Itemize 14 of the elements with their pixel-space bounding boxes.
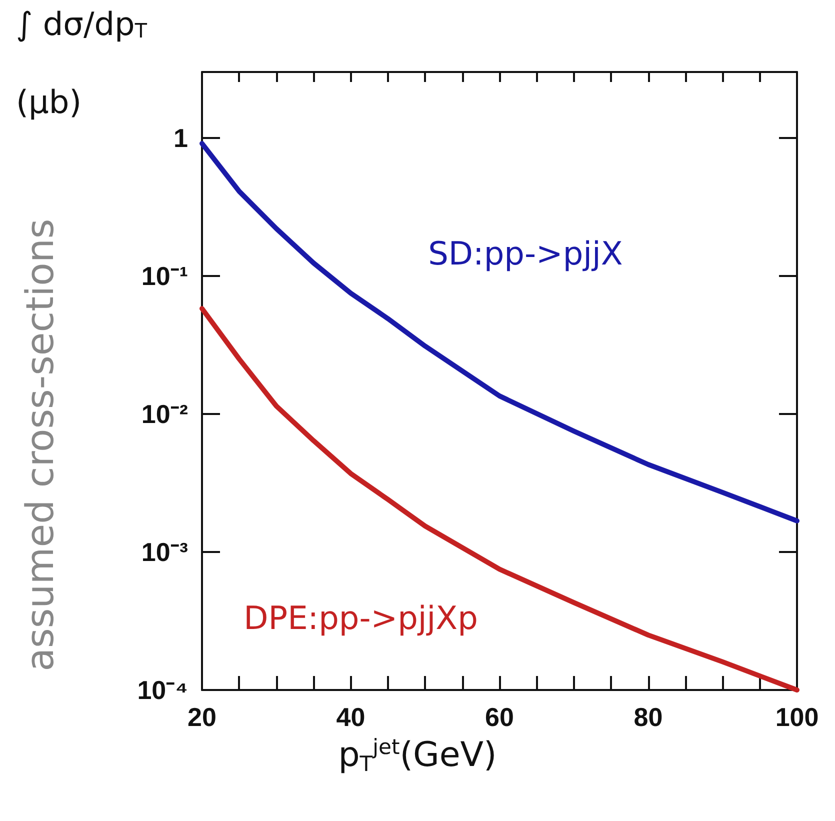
- y-tick-label: 10⁻³: [141, 536, 188, 567]
- x-tick-label: 100: [775, 702, 819, 732]
- text: assumed cross-sections: [18, 218, 62, 672]
- series-label: DPE:pp->pjjXp: [244, 599, 478, 638]
- y-tick-label: 10⁻²: [141, 398, 188, 429]
- x-tick-label: 60: [485, 702, 514, 732]
- x-tick-label: 80: [634, 702, 663, 732]
- x-tick-label: 20: [188, 702, 216, 732]
- series-label: SD:pp->pjjX: [428, 234, 623, 272]
- y-tick-label: 1: [174, 122, 188, 153]
- text: ∫ dσ/dpT (μb): [16, 5, 147, 121]
- y-tick-label: 10⁻¹: [141, 260, 188, 291]
- x-tick-label: 40: [336, 702, 366, 732]
- y-tick-label: 10⁻⁴: [137, 675, 188, 705]
